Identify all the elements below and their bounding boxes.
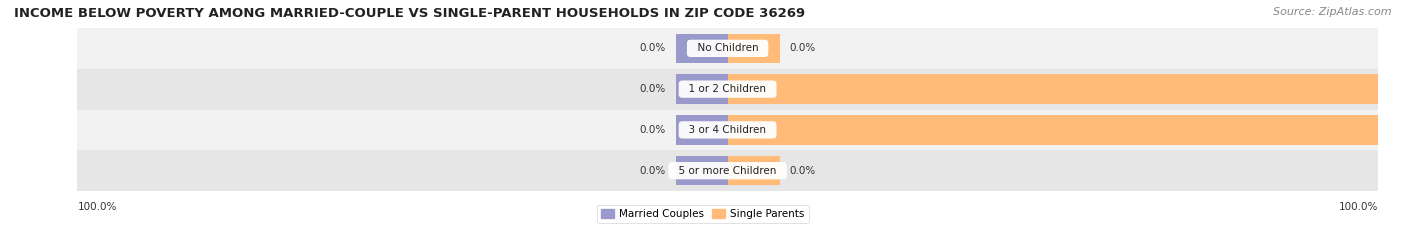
Legend: Married Couples, Single Parents: Married Couples, Single Parents — [598, 205, 808, 223]
Text: INCOME BELOW POVERTY AMONG MARRIED-COUPLE VS SINGLE-PARENT HOUSEHOLDS IN ZIP COD: INCOME BELOW POVERTY AMONG MARRIED-COUPL… — [14, 7, 806, 20]
Text: 0.0%: 0.0% — [789, 166, 815, 176]
Text: 1 or 2 Children: 1 or 2 Children — [682, 84, 773, 94]
Text: 0.0%: 0.0% — [640, 125, 666, 135]
Text: No Children: No Children — [690, 43, 765, 53]
Bar — [77, 150, 1378, 191]
Bar — [77, 69, 1378, 110]
Bar — [676, 34, 728, 63]
Bar — [77, 110, 1378, 150]
Text: 100.0%: 100.0% — [1339, 202, 1378, 212]
Bar — [728, 75, 1406, 104]
Bar — [676, 75, 728, 104]
Text: 0.0%: 0.0% — [640, 166, 666, 176]
Bar — [728, 156, 780, 185]
Text: 5 or more Children: 5 or more Children — [672, 166, 783, 176]
Bar — [676, 156, 728, 185]
Bar — [728, 34, 780, 63]
Bar — [77, 28, 1378, 69]
Bar — [676, 115, 728, 144]
Text: 100.0%: 100.0% — [77, 202, 117, 212]
Text: 0.0%: 0.0% — [789, 43, 815, 53]
Text: 0.0%: 0.0% — [640, 43, 666, 53]
Text: 0.0%: 0.0% — [640, 84, 666, 94]
Text: Source: ZipAtlas.com: Source: ZipAtlas.com — [1274, 7, 1392, 17]
Text: 3 or 4 Children: 3 or 4 Children — [682, 125, 773, 135]
Bar — [728, 115, 1406, 144]
